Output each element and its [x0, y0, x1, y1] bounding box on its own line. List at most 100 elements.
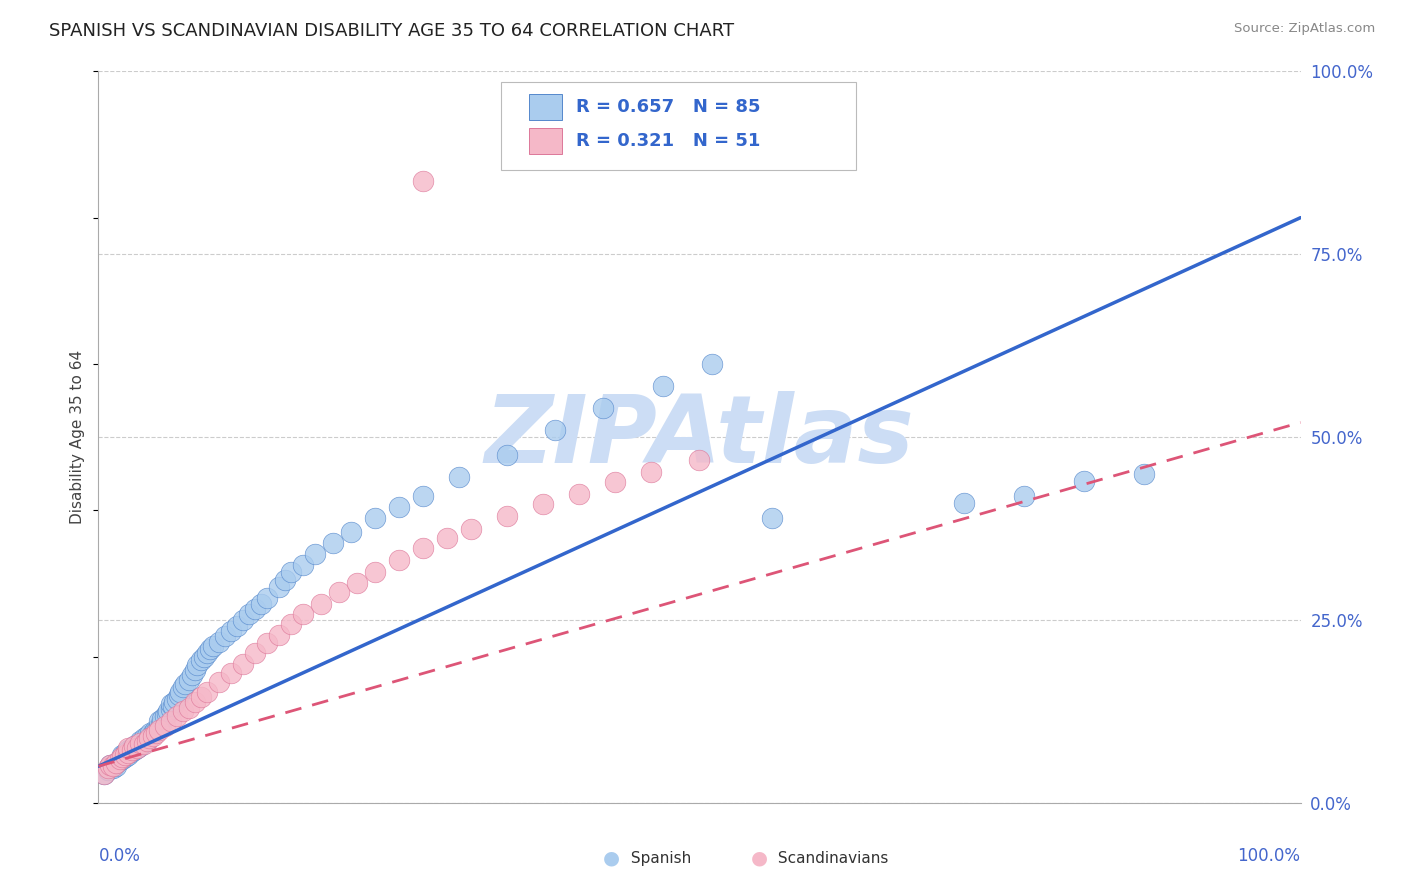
Point [120, 745, 142, 759]
Point [129, 736, 152, 750]
Bar [529, 128, 562, 154]
Text: Scandinavians: Scandinavians [773, 851, 889, 865]
Point [496, 509, 519, 524]
Point [100, 757, 122, 772]
Point [135, 733, 157, 747]
Point [159, 697, 181, 711]
Point [640, 465, 662, 479]
Point [145, 726, 167, 740]
Point [388, 500, 411, 514]
Point [232, 657, 254, 671]
Point [105, 756, 128, 770]
Point [125, 740, 148, 755]
Point [166, 709, 188, 723]
Point [169, 684, 191, 698]
Point [124, 739, 146, 753]
Point [156, 706, 179, 721]
Point [238, 607, 260, 621]
Point [183, 695, 205, 709]
Point [256, 636, 278, 650]
Point [689, 453, 711, 467]
Point [148, 719, 170, 733]
Point [249, 597, 271, 611]
Point [214, 629, 236, 643]
Point [256, 591, 278, 605]
Point [163, 695, 186, 709]
Point [412, 489, 434, 503]
Point [117, 743, 139, 757]
Point [101, 761, 124, 775]
Point [159, 714, 181, 728]
Point [322, 536, 344, 550]
Point [953, 496, 976, 510]
Point [139, 726, 162, 740]
Point [121, 740, 143, 755]
Point [1012, 489, 1035, 503]
Point [201, 639, 224, 653]
Point [208, 635, 231, 649]
Point [148, 714, 170, 728]
Point [93, 766, 115, 780]
Y-axis label: Disability Age 35 to 64: Disability Age 35 to 64 [70, 350, 86, 524]
Point [111, 752, 134, 766]
Point [267, 580, 290, 594]
Point [200, 642, 222, 657]
Point [129, 733, 152, 747]
Text: ●: ● [751, 848, 768, 868]
Point [166, 692, 188, 706]
Point [117, 748, 139, 763]
Point [280, 566, 302, 580]
Point [124, 739, 146, 753]
Point [172, 705, 194, 719]
Point [274, 573, 297, 587]
Point [388, 553, 411, 567]
Point [195, 646, 218, 660]
Point [97, 763, 120, 777]
Point [143, 723, 166, 737]
Point [114, 750, 136, 764]
Point [141, 726, 163, 740]
Point [225, 619, 247, 633]
Point [117, 740, 139, 755]
Point [460, 521, 482, 535]
Point [159, 702, 181, 716]
Point [153, 709, 176, 723]
Point [496, 449, 519, 463]
Point [114, 748, 136, 763]
Point [132, 731, 155, 746]
Text: R = 0.321   N = 51: R = 0.321 N = 51 [575, 132, 761, 150]
Point [761, 510, 783, 524]
Point [190, 690, 212, 704]
FancyBboxPatch shape [501, 82, 856, 170]
Point [138, 731, 160, 746]
Point [181, 667, 204, 681]
Point [568, 487, 591, 501]
Point [267, 627, 290, 641]
Bar [529, 94, 562, 120]
Point [436, 531, 458, 545]
Text: Spanish: Spanish [626, 851, 690, 865]
Point [531, 497, 554, 511]
Point [700, 357, 723, 371]
Point [1133, 467, 1156, 481]
Point [291, 607, 314, 621]
Text: ●: ● [603, 848, 620, 868]
Point [364, 566, 387, 580]
Point [105, 759, 128, 773]
Point [111, 750, 134, 764]
Point [97, 761, 120, 775]
Point [232, 613, 254, 627]
Point [208, 675, 231, 690]
Point [652, 379, 675, 393]
Point [186, 658, 208, 673]
Point [340, 525, 363, 540]
Point [100, 757, 122, 772]
Point [592, 401, 614, 415]
Point [291, 558, 314, 573]
Point [114, 746, 136, 760]
Point [127, 737, 149, 751]
Point [309, 597, 332, 611]
Point [150, 712, 173, 726]
Point [177, 700, 200, 714]
Point [412, 541, 434, 556]
